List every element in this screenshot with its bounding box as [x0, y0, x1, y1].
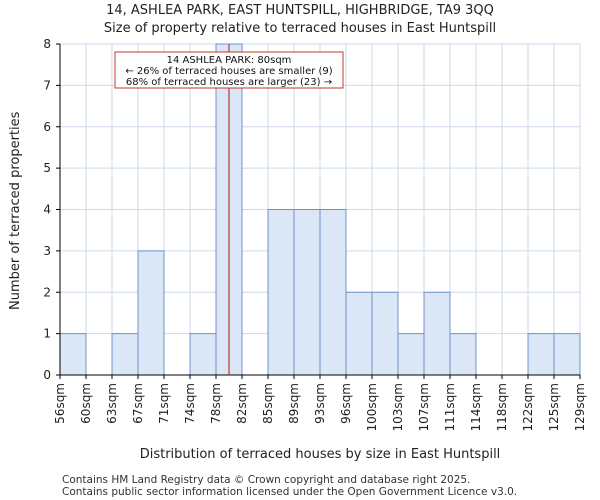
y-tick-label: 6 [43, 120, 51, 134]
x-tick-label: 103sqm [391, 383, 405, 431]
y-axis-label: Number of terraced properties [8, 111, 23, 310]
annotation-text: 68% of terraced houses are larger (23) → [126, 77, 332, 88]
annotation-box [114, 51, 344, 89]
histogram-bar [345, 291, 373, 376]
footer-line-2: Contains public sector information licen… [62, 486, 518, 498]
x-tick-label: 60sqm [79, 383, 93, 424]
x-tick-label: 63sqm [105, 383, 119, 424]
y-tick-label: 1 [43, 327, 51, 341]
x-tick-label: 122sqm [521, 383, 535, 431]
y-tick-label: 7 [43, 78, 51, 92]
x-tick-label: 56sqm [53, 383, 67, 424]
x-tick-label: 71sqm [157, 383, 171, 424]
histogram-bar [267, 209, 295, 376]
x-tick-label: 78sqm [209, 383, 223, 424]
annotation-text: 14 ASHLEA PARK: 80sqm [167, 55, 292, 66]
histogram-bar [111, 333, 139, 376]
histogram-bar [423, 291, 451, 376]
histogram-bar [371, 291, 399, 376]
y-tick-label: 4 [43, 203, 51, 217]
x-tick-label: 93sqm [313, 383, 327, 424]
x-tick-label: 118sqm [495, 383, 509, 431]
x-tick-label: 107sqm [417, 383, 431, 431]
x-tick-label: 74sqm [183, 383, 197, 424]
x-tick-label: 100sqm [365, 383, 379, 431]
x-tick-label: 114sqm [469, 383, 483, 431]
x-tick-label: 89sqm [287, 383, 301, 424]
histogram-bar [553, 333, 581, 376]
x-tick-label: 67sqm [131, 383, 145, 424]
histogram-bar [449, 333, 477, 376]
x-tick-label: 111sqm [443, 383, 457, 431]
y-tick-label: 3 [43, 244, 51, 258]
x-tick-label: 129sqm [573, 383, 587, 431]
y-tick-label: 5 [43, 161, 51, 175]
y-tick-label: 2 [43, 285, 51, 299]
histogram-bar [137, 250, 165, 376]
histogram-bar [293, 209, 321, 376]
histogram-bar [59, 333, 87, 376]
x-tick-label: 82sqm [235, 383, 249, 424]
x-tick-label: 85sqm [261, 383, 275, 424]
histogram-bar [527, 333, 555, 376]
chart-title: 14, ASHLEA PARK, EAST HUNTSPILL, HIGHBRI… [106, 3, 494, 18]
x-tick-label: 125sqm [547, 383, 561, 431]
histogram-bar [189, 333, 217, 376]
histogram-bar [319, 209, 347, 376]
x-axis-label: Distribution of terraced houses by size … [139, 447, 501, 462]
y-tick-label: 8 [43, 37, 51, 51]
chart-subtitle: Size of property relative to terraced ho… [103, 21, 497, 36]
y-tick-label: 0 [43, 368, 51, 382]
annotation-text: ← 26% of terraced houses are smaller (9) [125, 66, 332, 77]
footer-line-1: Contains HM Land Registry data © Crown c… [62, 474, 471, 486]
x-tick-label: 96sqm [339, 383, 353, 424]
histogram-bar [397, 333, 425, 376]
